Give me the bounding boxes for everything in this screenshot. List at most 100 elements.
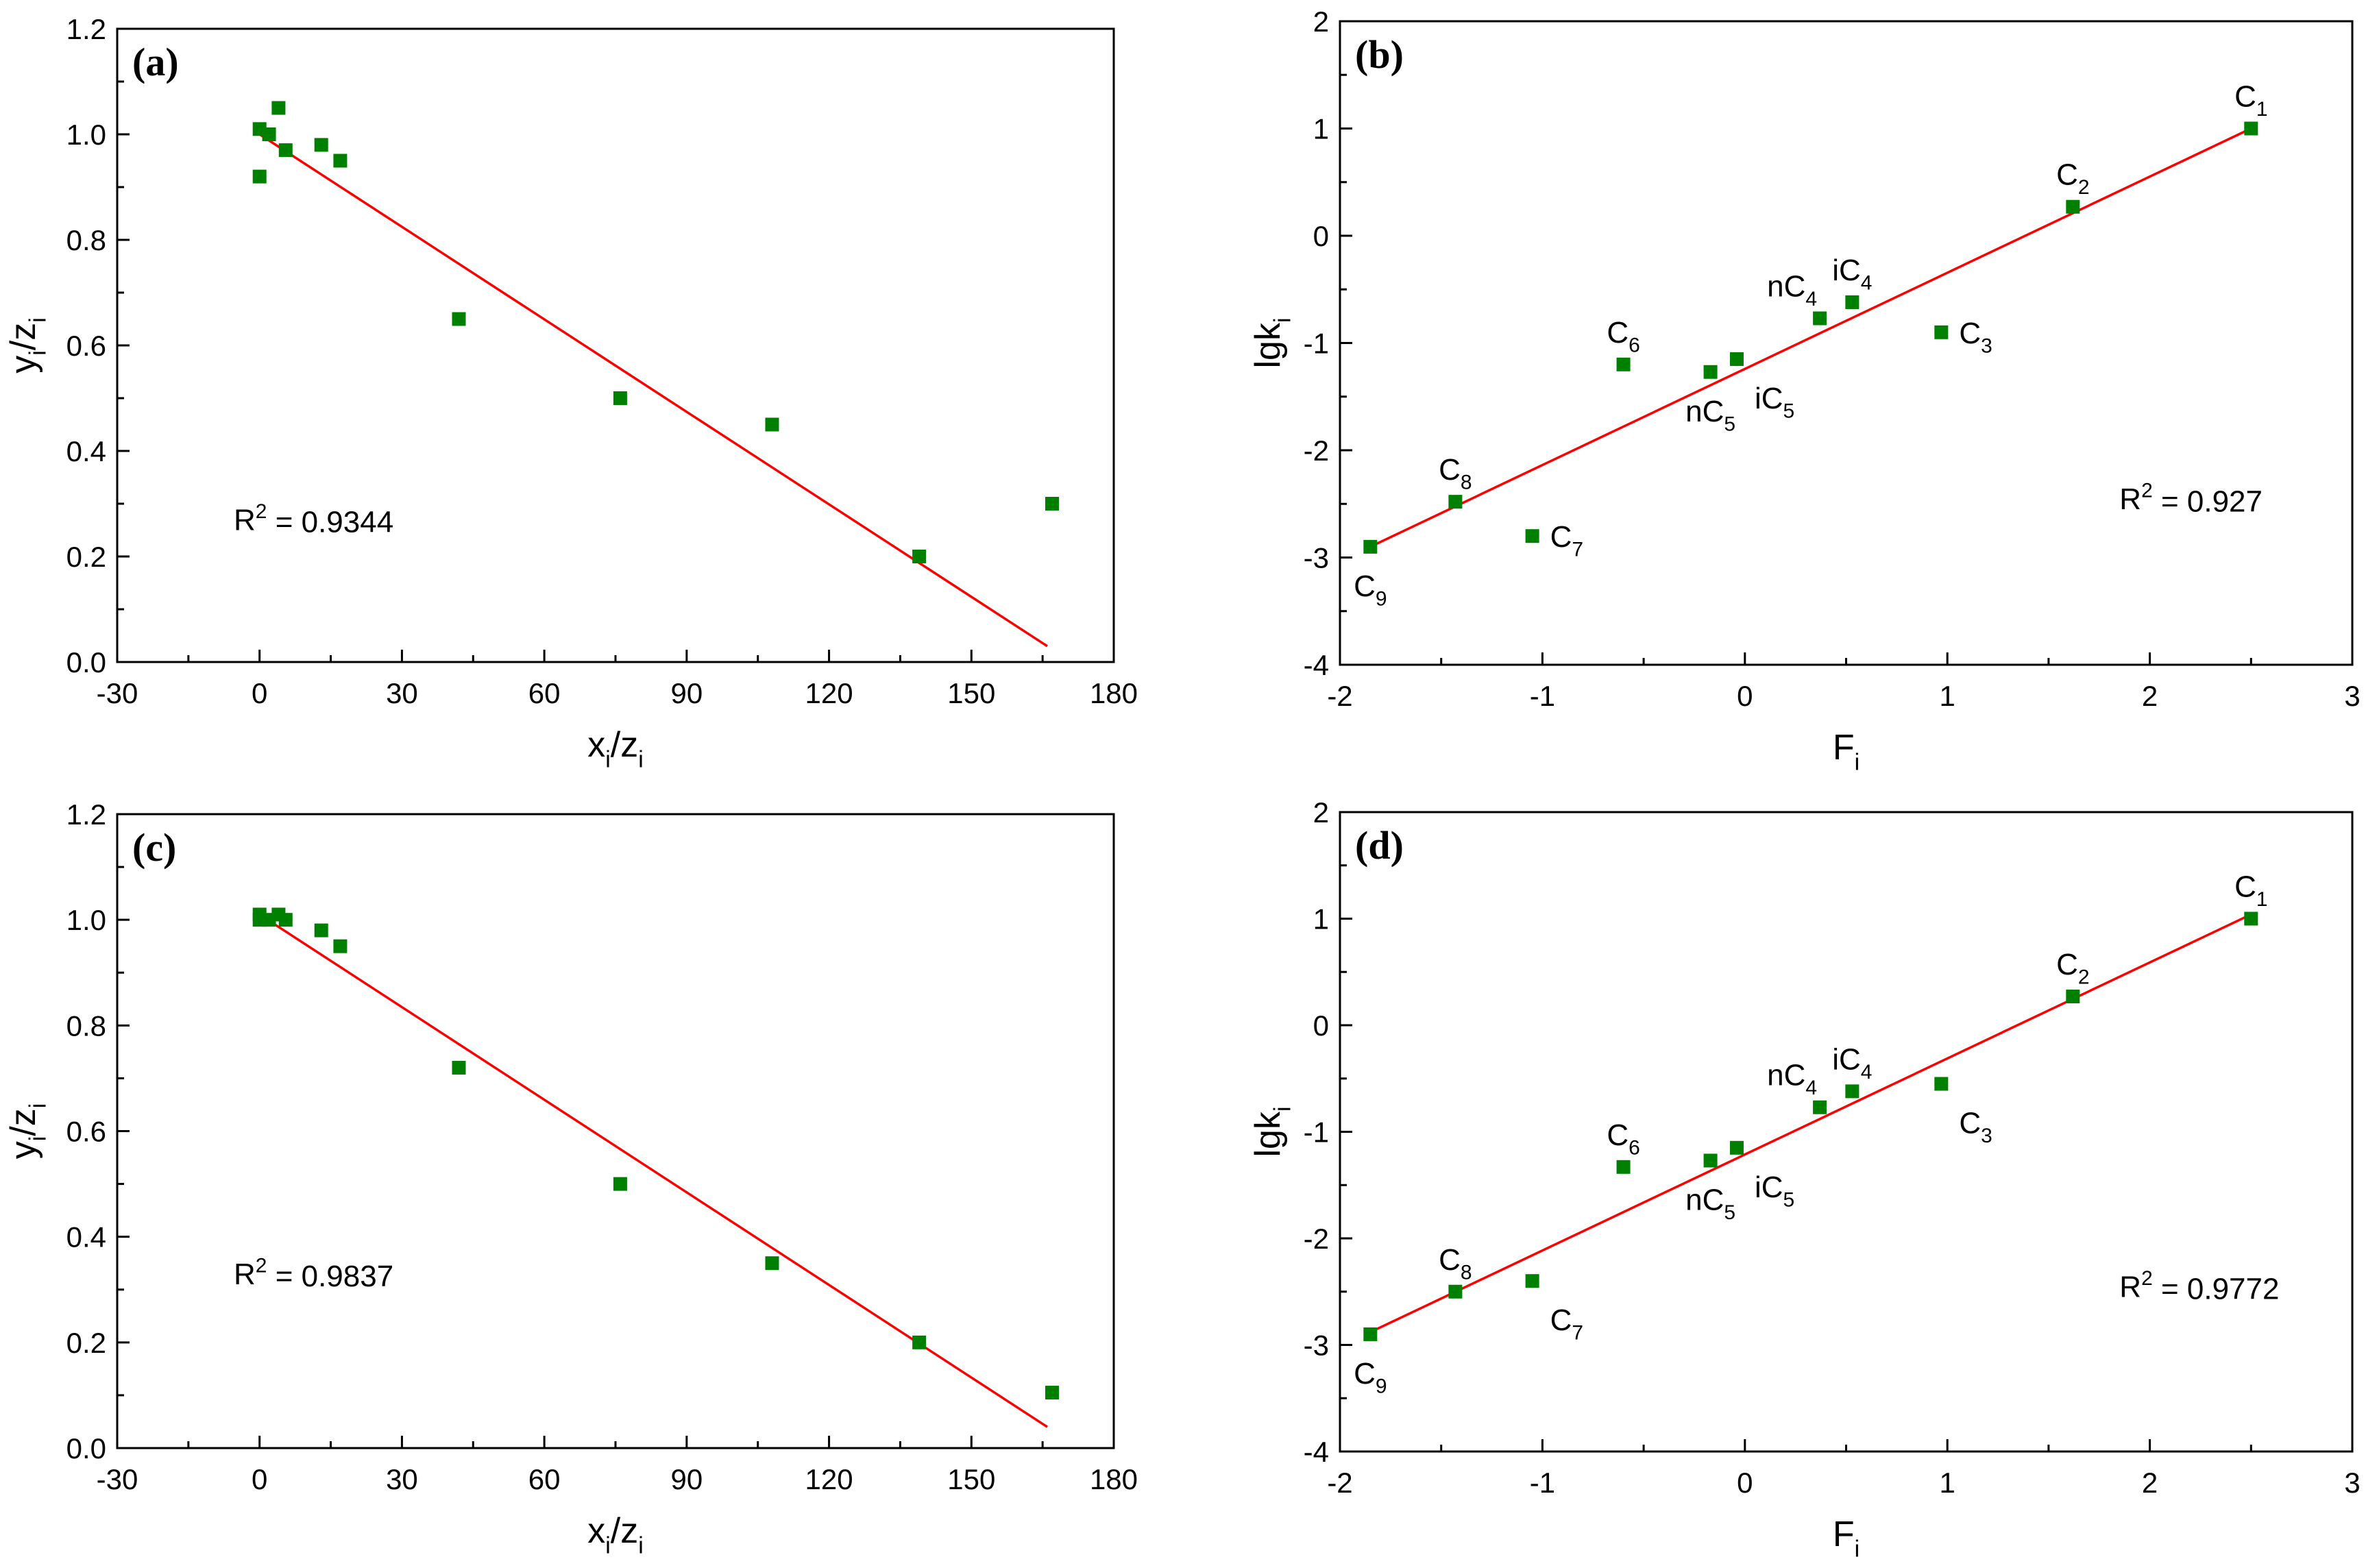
panel-label: (c) <box>132 825 176 870</box>
panels: -30 0 30 60 90 120 150 1800.00.20.40.60.81.01.2… <box>3 5 2361 1562</box>
data-point <box>1729 352 1744 366</box>
point-label-part: iC <box>1755 382 1783 415</box>
y-axis-label-part: i <box>25 350 51 356</box>
x-tick-label: 0 <box>1737 1467 1753 1499</box>
point-label-part: C <box>2234 870 2256 904</box>
x-tick-label: 3 <box>2344 1467 2360 1499</box>
point-label: C9 <box>1354 1357 1387 1398</box>
point-label: iC4 <box>1832 254 1872 295</box>
point-label-part: nC <box>1685 1183 1724 1216</box>
data-point <box>1525 529 1539 543</box>
point-label-part: C <box>1439 453 1461 487</box>
fit-line <box>1369 127 2252 548</box>
y-tick-label: 1 <box>1313 113 1329 145</box>
point-label-part: 4 <box>1805 288 1817 310</box>
point-label-part: 6 <box>1629 1136 1640 1159</box>
x-tick-label: 30 <box>386 677 418 709</box>
point-label-part: C <box>1354 1357 1376 1391</box>
data-point <box>2066 990 2080 1004</box>
x-axis-label: Fi <box>1833 1515 1859 1562</box>
r2-annotation-part: R <box>234 504 256 537</box>
point-label-part: nC <box>1685 395 1724 428</box>
point-label-part: C <box>1607 316 1629 350</box>
x-tick-label: -2 <box>1327 680 1352 712</box>
point-label-part: 9 <box>1376 1375 1387 1397</box>
x-tick-label: 120 <box>805 677 853 709</box>
point-label: C6 <box>1607 316 1639 357</box>
r2-annotation-part: R <box>2119 482 2141 516</box>
y-axis-label-part: i <box>1269 1106 1295 1112</box>
y-axis-label-part: z <box>3 323 43 341</box>
point-label-part: 2 <box>2078 966 2090 989</box>
point-label: nC4 <box>1767 1059 1817 1100</box>
x-tick-label: -1 <box>1530 680 1555 712</box>
point-label: C8 <box>1439 453 1472 494</box>
chart-panel-b: -2 -1 0 1 2 3-4-3-2-1012FilgkiC1C2C3nC4iC4iC5… <box>1248 5 2361 775</box>
y-tick-label: 1.0 <box>66 119 106 151</box>
x-tick-label: 150 <box>947 677 995 709</box>
data-point <box>765 1256 779 1271</box>
point-label: C7 <box>1550 520 1583 561</box>
point-label: nC4 <box>1767 270 1817 311</box>
data-point <box>1934 1077 1949 1091</box>
x-tick-label: 0 <box>1737 680 1753 712</box>
point-label-part: C <box>1959 1107 1981 1140</box>
x-tick-label: 2 <box>2142 680 2158 712</box>
x-tick-label: 2 <box>2142 1467 2158 1499</box>
y-tick-label: -2 <box>1304 434 1329 467</box>
data-point <box>1045 497 1059 511</box>
r2-annotation-part: 2 <box>256 500 267 523</box>
x-axis-label-part: z <box>620 1511 638 1551</box>
point-label-part: 4 <box>1805 1077 1817 1099</box>
x-axis-label-part: x <box>587 1511 605 1551</box>
y-tick-label: -1 <box>1304 328 1329 360</box>
x-axis-label-part: F <box>1833 728 1855 768</box>
data-point <box>1845 1084 1859 1099</box>
y-axis-label-part: lgk <box>1248 322 1288 368</box>
x-axis-label-part: / <box>611 725 621 765</box>
y-axis-label-part: i <box>1269 317 1295 323</box>
point-label-part: nC <box>1767 1059 1805 1092</box>
data-point <box>1045 1386 1059 1400</box>
r2-annotation: R2 = 0.9344 <box>234 500 393 539</box>
point-label: C8 <box>1439 1243 1472 1284</box>
x-tick-label: 30 <box>386 1463 418 1495</box>
point-label-part: iC <box>1832 1042 1861 1076</box>
x-axis-label-part: i <box>1855 749 1860 775</box>
data-point <box>2244 121 2258 136</box>
point-label: iC5 <box>1755 382 1794 423</box>
r2-annotation-part: R <box>234 1258 256 1291</box>
point-label-part: 5 <box>1724 413 1735 435</box>
y-tick-label: 0.2 <box>66 541 106 573</box>
x-axis-label-part: i <box>605 1532 611 1558</box>
data-point <box>252 169 267 184</box>
data-point <box>262 127 276 141</box>
y-tick-label: 0 <box>1313 1009 1329 1042</box>
y-tick-label: 0.0 <box>66 1432 106 1465</box>
data-point <box>278 913 293 927</box>
data-point <box>333 154 347 168</box>
r2-annotation-part: 2 <box>2141 479 2153 502</box>
y-tick-label: -3 <box>1304 1330 1329 1362</box>
point-label-part: iC <box>1832 254 1861 287</box>
y-tick-label: -2 <box>1304 1223 1329 1255</box>
point-label-part: 2 <box>2078 176 2090 199</box>
y-axis-label: lgki <box>1248 317 1295 368</box>
r2-annotation-part: = 0.9837 <box>267 1260 393 1293</box>
point-label-part: 8 <box>1461 471 1472 494</box>
data-point <box>1525 1274 1539 1288</box>
data-point <box>1703 1153 1718 1168</box>
x-tick-label: 90 <box>670 1463 703 1495</box>
x-tick-label: 3 <box>2344 680 2360 712</box>
data-point <box>2066 199 2080 214</box>
point-label-part: 3 <box>1981 334 1992 357</box>
y-axis-label-part: lgk <box>1248 1111 1288 1157</box>
x-tick-label: 1 <box>1940 680 1955 712</box>
point-label-part: 6 <box>1629 334 1640 356</box>
point-label: C9 <box>1354 569 1387 611</box>
point-label-part: iC <box>1755 1171 1783 1204</box>
r2-annotation-part: = 0.927 <box>2153 485 2263 518</box>
point-label-part: 8 <box>1461 1261 1472 1284</box>
data-point <box>765 417 779 432</box>
x-axis-label-part: x <box>587 725 605 765</box>
